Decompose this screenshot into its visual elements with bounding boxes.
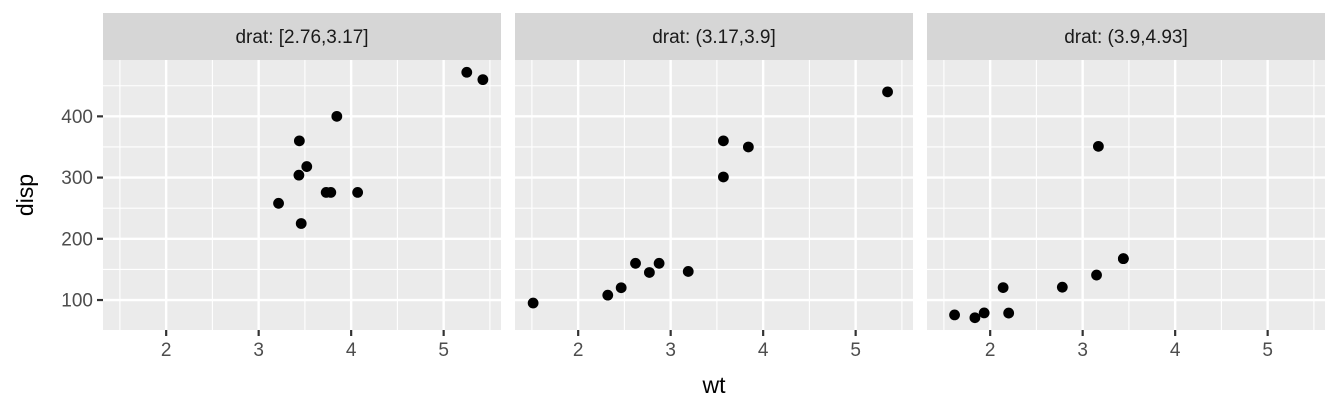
x-tick-label: 2	[161, 340, 172, 361]
y-tick-label: 400	[61, 107, 93, 128]
facet-strip	[103, 13, 501, 60]
data-point	[997, 282, 1009, 294]
x-tick-label: 5	[1262, 340, 1273, 361]
data-point	[643, 267, 655, 278]
data-point	[602, 289, 614, 301]
x-tick-label: 3	[253, 340, 264, 361]
data-point	[682, 266, 694, 277]
facet-strip-label: drat: [2.76,3.17]	[235, 27, 368, 48]
facet-strip-label: drat: (3.17,3.9]	[652, 27, 776, 48]
x-tick-label: 2	[985, 340, 996, 361]
data-point	[1056, 281, 1068, 293]
data-point	[527, 297, 539, 309]
data-point	[331, 110, 343, 122]
x-tick-label: 4	[346, 340, 357, 361]
data-point	[301, 161, 313, 172]
x-tick-label: 3	[665, 340, 676, 361]
x-tick-label: 3	[1077, 340, 1088, 361]
data-point	[742, 141, 754, 153]
x-tick-label: 2	[573, 340, 584, 361]
data-point	[882, 86, 893, 98]
y-tick-label: 100	[61, 291, 93, 312]
x-tick-label: 5	[438, 340, 449, 361]
data-point	[978, 307, 990, 319]
x-tick-label: 4	[1170, 340, 1181, 361]
data-point	[969, 312, 981, 324]
y-tick-label: 300	[61, 168, 93, 189]
data-point	[630, 257, 641, 269]
facet-panel	[103, 60, 501, 330]
data-point	[615, 282, 627, 294]
data-point	[717, 135, 729, 147]
y-tick-label: 200	[61, 229, 93, 250]
facet-strip	[515, 13, 913, 60]
data-point	[1092, 140, 1104, 152]
x-tick-label: 4	[758, 340, 769, 361]
data-point	[293, 135, 305, 147]
data-point	[477, 74, 489, 86]
data-point	[949, 309, 960, 321]
data-point	[295, 218, 307, 229]
x-tick-label: 5	[850, 340, 861, 361]
facet-strip-label: drat: (3.9,4.93]	[1064, 27, 1188, 48]
data-point	[461, 66, 473, 78]
data-point	[352, 186, 364, 198]
facet-panel	[515, 60, 913, 330]
data-point	[1117, 253, 1129, 265]
facet-panel	[927, 60, 1325, 330]
data-point	[293, 169, 305, 181]
facet-strip	[927, 13, 1325, 60]
data-point	[1091, 269, 1102, 281]
y-axis-title: disp	[12, 174, 38, 216]
data-point	[717, 171, 729, 183]
x-axis-title: wt	[702, 372, 727, 398]
data-point	[325, 186, 337, 198]
data-point	[273, 197, 284, 209]
data-point	[1003, 307, 1015, 319]
data-point	[653, 257, 665, 269]
